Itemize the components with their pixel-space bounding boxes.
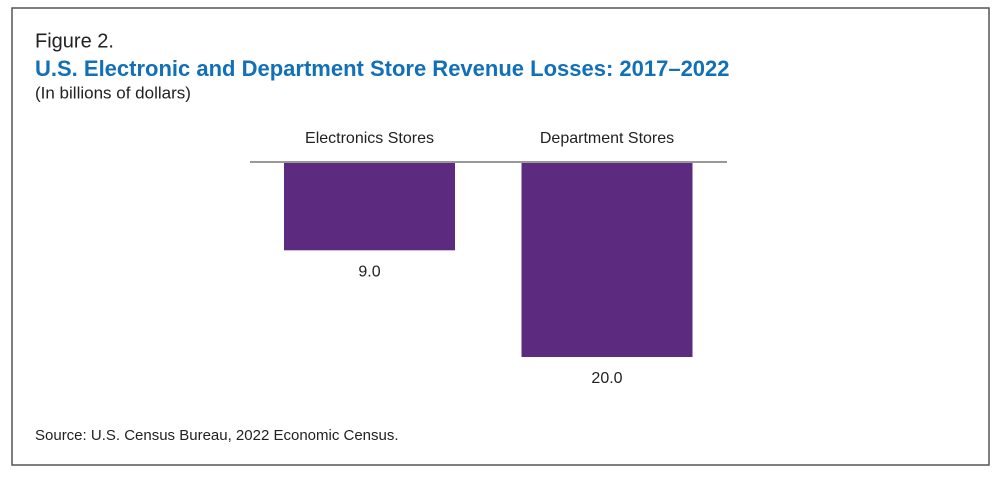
category-label: Electronics Stores xyxy=(305,130,434,147)
value-label: 20.0 xyxy=(591,370,622,387)
bar xyxy=(284,163,455,251)
frame xyxy=(11,7,990,466)
value-label: 9.0 xyxy=(358,264,380,281)
category-label: Department Stores xyxy=(540,130,674,147)
figure-label: Figure 2. xyxy=(35,30,114,52)
bar xyxy=(521,163,693,357)
chart-title: U.S. Electronic and Department Store Rev… xyxy=(35,56,730,81)
source-note: Source: U.S. Census Bureau, 2022 Economi… xyxy=(35,427,399,444)
chart-subtitle: (In billions of dollars) xyxy=(35,83,191,102)
